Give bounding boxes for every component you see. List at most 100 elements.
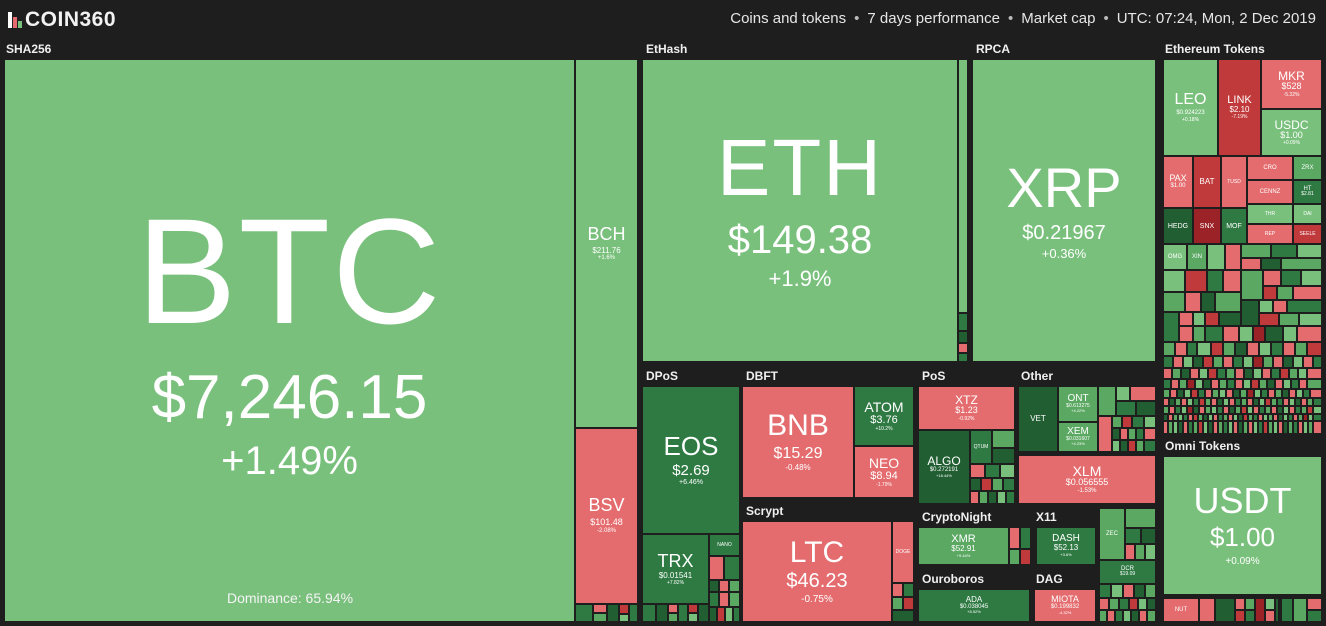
- small-coin-tile[interactable]: [1281, 598, 1293, 622]
- small-coin-tile[interactable]: [1184, 389, 1191, 398]
- small-coin-tile[interactable]: [1310, 389, 1322, 398]
- small-coin-tile[interactable]: [1235, 598, 1245, 610]
- small-coin-tile[interactable]: [970, 464, 985, 478]
- coin-tile-miota[interactable]: MIOTA $0.199832 -4.32%: [1034, 589, 1096, 622]
- group-label-ethereum-tokens[interactable]: Ethereum Tokens: [1165, 42, 1265, 56]
- small-coin-tile[interactable]: [1181, 406, 1187, 414]
- small-coin-tile[interactable]: [1199, 406, 1205, 414]
- small-coins-mosaic[interactable]: [1009, 527, 1031, 565]
- small-coin-tile[interactable]: [1241, 300, 1259, 326]
- small-coin-tile[interactable]: [719, 580, 729, 592]
- small-coin-tile[interactable]: [1098, 416, 1112, 452]
- small-coin-tile[interactable]: [1283, 326, 1297, 342]
- small-coin-tile[interactable]: [1303, 356, 1313, 368]
- small-coins-mosaic[interactable]: [892, 583, 914, 622]
- small-coin-tile[interactable]: [1203, 356, 1213, 368]
- small-coin-tile[interactable]: [1280, 368, 1289, 379]
- small-coin-tile[interactable]: [1228, 414, 1233, 421]
- small-coin-tile[interactable]: [1193, 414, 1198, 421]
- small-coin-tile[interactable]: [1263, 421, 1268, 434]
- small-coin-tile[interactable]: [1187, 406, 1193, 414]
- coin-tile-cennz[interactable]: CENNZ: [1247, 180, 1293, 204]
- small-coin-tile[interactable]: [1313, 421, 1322, 434]
- coin-tile-vet[interactable]: VET: [1018, 386, 1058, 452]
- small-coin-tile[interactable]: [1279, 313, 1299, 326]
- small-coin-tile[interactable]: [1217, 406, 1223, 414]
- small-coin-tile[interactable]: [1268, 421, 1273, 434]
- small-coin-tile[interactable]: [709, 592, 719, 607]
- group-label-x11[interactable]: X11: [1036, 510, 1057, 524]
- coin-tile-snx[interactable]: SNX: [1193, 208, 1221, 244]
- small-coin-tile[interactable]: [1197, 342, 1211, 356]
- small-coin-tile[interactable]: [1293, 286, 1322, 300]
- small-coin-tile[interactable]: [1179, 312, 1193, 326]
- small-coin-tile[interactable]: [1120, 428, 1128, 440]
- small-coin-tile[interactable]: [1289, 368, 1298, 379]
- coin360-logo[interactable]: COIN360: [8, 8, 116, 32]
- small-coin-tile[interactable]: [1020, 549, 1031, 565]
- coin-tile-link[interactable]: LINK $2.10 -7.19%: [1218, 59, 1261, 156]
- filter-metric-dropdown[interactable]: Market cap: [1021, 10, 1096, 27]
- small-coin-tile[interactable]: [1207, 270, 1223, 292]
- small-coin-tile[interactable]: [1235, 368, 1244, 379]
- small-coin-tile[interactable]: [1178, 414, 1183, 421]
- small-coin-tile[interactable]: [1187, 398, 1193, 406]
- filter-coins-dropdown[interactable]: Coins and tokens: [730, 10, 847, 27]
- small-coin-tile[interactable]: [1283, 406, 1289, 414]
- small-coin-tile[interactable]: [979, 491, 988, 504]
- small-coin-tile[interactable]: [1283, 379, 1291, 389]
- small-coin-tile[interactable]: [619, 604, 629, 614]
- small-coin-tile[interactable]: [1009, 549, 1020, 565]
- small-coin-tile[interactable]: [1273, 421, 1278, 434]
- small-coin-tile[interactable]: [1099, 584, 1111, 598]
- small-coin-tile[interactable]: [1253, 398, 1259, 406]
- small-coin-tile[interactable]: [1098, 386, 1116, 416]
- coin-tile-trx[interactable]: TRX $0.01541 +7.82%: [642, 534, 709, 604]
- small-coin-tile[interactable]: [656, 604, 668, 622]
- small-coin-tile[interactable]: [1313, 414, 1322, 421]
- small-coin-tile[interactable]: [997, 491, 1006, 504]
- small-coin-tile[interactable]: [1116, 386, 1130, 401]
- small-coin-tile[interactable]: [1263, 270, 1281, 286]
- coin-tile-nut[interactable]: NUT: [1163, 598, 1199, 622]
- small-coin-tile[interactable]: [1281, 270, 1301, 286]
- small-coin-tile[interactable]: [709, 556, 724, 580]
- coin-tile-xrp[interactable]: XRP $0.21967 +0.36%: [972, 59, 1156, 362]
- small-coins-mosaic[interactable]: [1207, 244, 1322, 434]
- small-coin-tile[interactable]: [1136, 401, 1156, 416]
- small-coin-tile[interactable]: [593, 613, 607, 622]
- small-coin-tile[interactable]: [1175, 398, 1181, 406]
- small-coin-tile[interactable]: [1147, 598, 1156, 610]
- small-coin-tile[interactable]: [892, 583, 903, 597]
- small-coin-tile[interactable]: [1145, 544, 1156, 560]
- small-coin-tile[interactable]: [1295, 398, 1301, 406]
- small-coin-tile[interactable]: [958, 313, 968, 331]
- small-coin-tile[interactable]: [724, 556, 740, 580]
- small-coin-tile[interactable]: [1135, 544, 1145, 560]
- small-coin-tile[interactable]: [1275, 598, 1279, 622]
- small-coin-tile[interactable]: [1289, 389, 1296, 398]
- small-coins-mosaic[interactable]: [575, 604, 638, 622]
- small-coin-tile[interactable]: [1278, 414, 1283, 421]
- small-coin-tile[interactable]: [1229, 406, 1235, 414]
- small-coin-tile[interactable]: [1229, 398, 1235, 406]
- small-coin-tile[interactable]: [1298, 414, 1303, 421]
- small-coins-mosaic[interactable]: [970, 430, 1015, 504]
- small-coin-tile[interactable]: [1241, 244, 1271, 258]
- small-coins-mosaic[interactable]: [1125, 508, 1156, 560]
- group-label-omni-tokens[interactable]: Omni Tokens: [1165, 439, 1241, 453]
- coin-tile-pax[interactable]: PAX $1.00: [1163, 156, 1193, 208]
- small-coin-tile[interactable]: [992, 430, 1015, 448]
- small-coin-tile[interactable]: [1198, 389, 1205, 398]
- small-coin-tile[interactable]: [1261, 258, 1281, 270]
- small-coin-tile[interactable]: [1273, 300, 1287, 313]
- small-coin-tile[interactable]: [1228, 421, 1233, 434]
- group-label-ethash[interactable]: EtHash: [646, 42, 688, 56]
- small-coin-tile[interactable]: [1259, 398, 1265, 406]
- small-coin-tile[interactable]: [1218, 421, 1223, 434]
- coin-tile-algo[interactable]: ALGO $0.272191 +18.44%: [918, 430, 970, 504]
- small-coin-tile[interactable]: [1185, 270, 1207, 292]
- small-coin-tile[interactable]: [1258, 421, 1263, 434]
- coin-tile-xem[interactable]: XEM $0.031607 +4.23%: [1058, 422, 1098, 452]
- small-coin-tile[interactable]: [1208, 421, 1213, 434]
